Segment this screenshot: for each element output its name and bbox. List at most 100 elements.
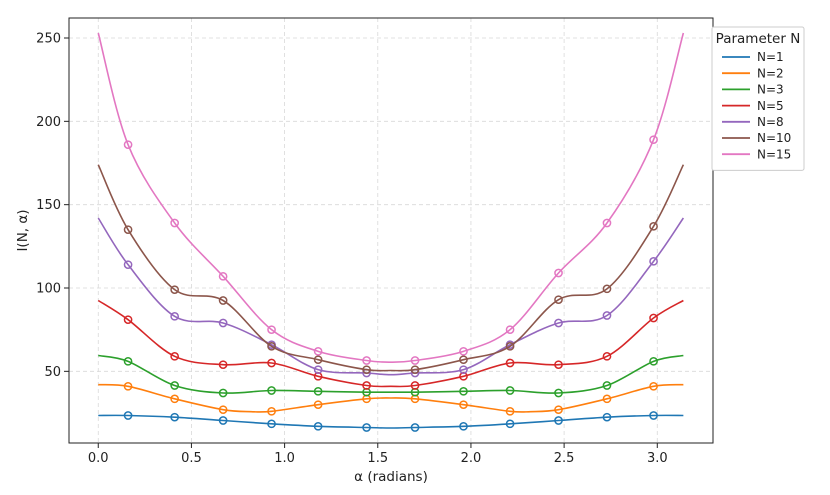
data-point-n1 xyxy=(554,416,563,425)
grid-lines xyxy=(69,18,713,443)
series-line-n8 xyxy=(97,217,685,376)
data-point-n2 xyxy=(218,405,228,415)
x-tick-label: 1.0 xyxy=(274,451,295,466)
data-point-n1 xyxy=(602,412,612,422)
legend-item-n8: N=8 xyxy=(722,115,784,129)
data-point-n5 xyxy=(649,313,658,323)
x-axis: 0.0 0.5 1.0 1.5 2.0 2.5 3.0 xyxy=(88,443,668,466)
data-point-n3 xyxy=(123,356,133,366)
data-point-n2 xyxy=(505,406,515,416)
x-tick-label: 2.5 xyxy=(554,451,575,466)
x-tick-label: 0.5 xyxy=(181,451,202,466)
data-point-n1 xyxy=(313,421,323,431)
legend-item-n3: N=3 xyxy=(722,83,784,97)
data-point-n8 xyxy=(218,318,228,328)
legend-label: N=8 xyxy=(757,115,784,129)
data-point-n3 xyxy=(602,381,612,390)
data-point-n8 xyxy=(459,365,468,375)
data-point-n2 xyxy=(267,406,276,416)
data-point-n5 xyxy=(410,381,420,390)
data-point-n2 xyxy=(554,405,563,415)
series-layer xyxy=(97,32,685,432)
data-point-n15 xyxy=(649,135,658,145)
legend-label: N=15 xyxy=(757,147,791,161)
data-point-n15 xyxy=(410,356,420,365)
data-point-n3 xyxy=(649,356,658,366)
series-n1 xyxy=(98,411,684,432)
data-point-n2 xyxy=(602,394,612,404)
legend-item-n2: N=2 xyxy=(722,66,784,80)
data-point-n8 xyxy=(602,311,612,320)
legend-label: N=1 xyxy=(757,50,784,64)
data-point-n10 xyxy=(123,225,133,235)
series-line-n15 xyxy=(97,32,685,363)
data-point-n15 xyxy=(554,268,563,278)
data-point-n1 xyxy=(410,423,420,432)
data-point-n1 xyxy=(505,419,515,429)
data-point-n5 xyxy=(602,351,612,361)
data-point-n8 xyxy=(123,260,133,270)
plot-frame xyxy=(68,17,714,444)
data-point-n1 xyxy=(267,419,276,429)
series-line-n1 xyxy=(98,414,684,429)
data-point-n15 xyxy=(362,356,371,365)
plot-area xyxy=(69,18,713,443)
data-point-n3 xyxy=(313,386,323,396)
data-point-n15 xyxy=(602,218,612,228)
y-tick-label: 50 xyxy=(44,365,61,380)
x-tick-label: 1.5 xyxy=(367,451,388,466)
data-point-n8 xyxy=(649,256,658,266)
data-point-n5 xyxy=(170,351,180,361)
data-point-n1 xyxy=(459,421,468,431)
data-point-n1 xyxy=(123,411,133,420)
legend-item-n5: N=5 xyxy=(722,99,784,113)
y-axis-label: I(N, α) xyxy=(15,209,31,251)
y-tick-label: 250 xyxy=(36,32,61,47)
series-n8 xyxy=(97,217,685,378)
data-point-n15 xyxy=(459,346,468,356)
x-tick-label: 2.0 xyxy=(461,451,482,466)
data-point-n5 xyxy=(554,360,563,370)
x-tick-label: 3.0 xyxy=(647,451,668,466)
data-point-n5 xyxy=(123,315,133,325)
data-point-n10 xyxy=(649,221,658,231)
legend-box xyxy=(711,26,805,171)
y-axis: 50 100 150 200 250 xyxy=(36,32,69,380)
data-point-n10 xyxy=(218,296,228,305)
data-point-n10 xyxy=(554,295,563,305)
legend: Parameter N N=1 N=2 N=3 N=5 N=8 N=10 N=15 xyxy=(711,26,805,171)
data-point-n15 xyxy=(505,325,515,335)
y-tick-label: 100 xyxy=(36,282,61,297)
series-line-n5 xyxy=(97,299,684,388)
data-point-n10 xyxy=(505,341,515,351)
legend-item-n1: N=1 xyxy=(722,50,784,64)
x-tick-label: 0.0 xyxy=(88,451,109,466)
data-point-n3 xyxy=(554,388,563,398)
x-axis-label: α (radians) xyxy=(354,469,428,485)
data-point-n15 xyxy=(313,346,323,356)
data-point-n2 xyxy=(123,381,133,391)
data-point-n1 xyxy=(362,423,371,432)
data-point-n2 xyxy=(459,400,468,410)
data-point-n8 xyxy=(170,311,180,321)
legend-label: N=5 xyxy=(757,99,784,113)
data-point-n10 xyxy=(602,284,612,294)
data-point-n5 xyxy=(267,358,276,368)
data-point-n10 xyxy=(410,365,420,375)
legend-label: N=3 xyxy=(757,83,784,97)
data-point-n3 xyxy=(267,386,276,395)
data-point-n10 xyxy=(362,365,371,375)
legend-item-n10: N=10 xyxy=(722,131,791,145)
legend-label: N=2 xyxy=(757,66,784,80)
legend-item-n15: N=15 xyxy=(722,147,791,161)
data-point-n15 xyxy=(123,140,133,150)
data-point-n15 xyxy=(218,271,228,281)
data-point-n5 xyxy=(218,360,228,370)
data-point-n3 xyxy=(505,386,515,395)
y-tick-label: 200 xyxy=(36,115,61,130)
data-point-n10 xyxy=(170,285,180,295)
data-point-n8 xyxy=(554,318,563,328)
y-tick-label: 150 xyxy=(36,198,61,213)
legend-items: N=1 N=2 N=3 N=5 N=8 N=10 N=15 xyxy=(722,50,791,161)
